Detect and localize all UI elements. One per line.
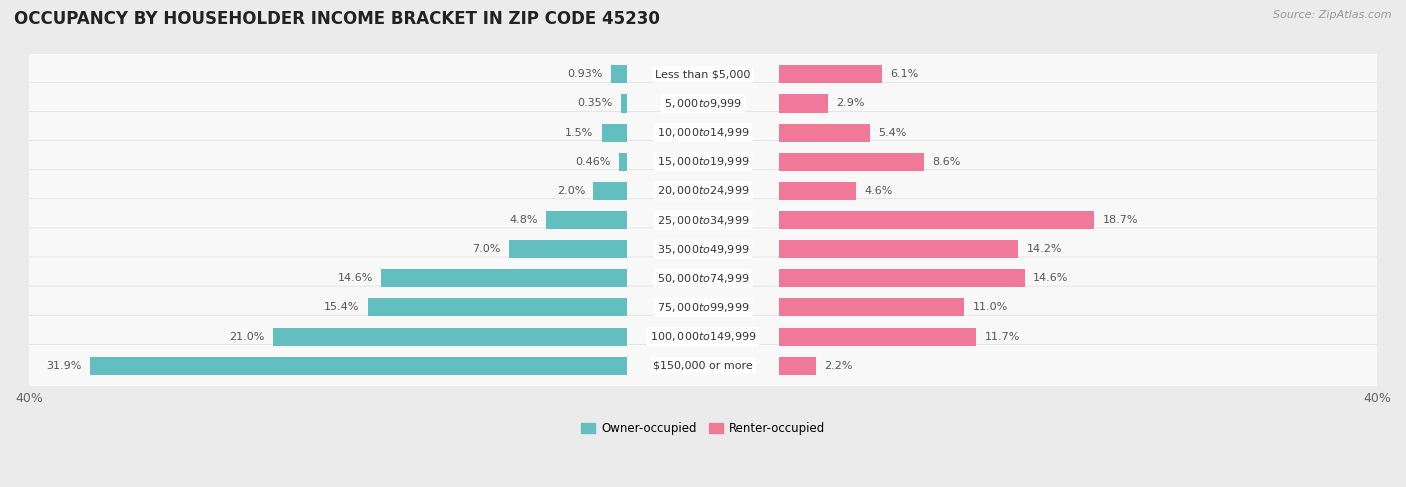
Text: $50,000 to $74,999: $50,000 to $74,999 [657, 272, 749, 285]
Text: 11.0%: 11.0% [973, 302, 1008, 312]
Bar [273, 327, 627, 346]
Bar [381, 269, 627, 287]
Text: $35,000 to $49,999: $35,000 to $49,999 [657, 243, 749, 256]
Bar [779, 65, 882, 83]
Bar [367, 299, 627, 317]
Bar [90, 356, 627, 375]
Text: $15,000 to $19,999: $15,000 to $19,999 [657, 155, 749, 168]
Text: 8.6%: 8.6% [932, 157, 960, 167]
Text: Source: ZipAtlas.com: Source: ZipAtlas.com [1274, 10, 1392, 20]
Text: 14.2%: 14.2% [1026, 244, 1062, 254]
Text: 2.2%: 2.2% [824, 361, 853, 371]
FancyBboxPatch shape [15, 199, 1391, 241]
Text: 14.6%: 14.6% [1033, 273, 1069, 283]
FancyBboxPatch shape [15, 53, 1391, 95]
Text: 15.4%: 15.4% [323, 302, 359, 312]
Text: $20,000 to $24,999: $20,000 to $24,999 [657, 185, 749, 197]
Bar [509, 240, 627, 258]
Bar [779, 153, 924, 171]
Text: 0.46%: 0.46% [575, 157, 612, 167]
Text: 2.9%: 2.9% [837, 98, 865, 109]
Text: 0.35%: 0.35% [578, 98, 613, 109]
FancyBboxPatch shape [15, 257, 1391, 300]
FancyBboxPatch shape [15, 112, 1391, 154]
FancyBboxPatch shape [15, 344, 1391, 387]
Text: $25,000 to $34,999: $25,000 to $34,999 [657, 213, 749, 226]
Text: Less than $5,000: Less than $5,000 [655, 69, 751, 79]
Bar [779, 211, 1094, 229]
Text: 0.93%: 0.93% [568, 69, 603, 79]
FancyBboxPatch shape [15, 315, 1391, 358]
Text: 11.7%: 11.7% [984, 332, 1019, 341]
Bar [547, 211, 627, 229]
Text: 21.0%: 21.0% [229, 332, 264, 341]
Bar [779, 269, 1025, 287]
Text: OCCUPANCY BY HOUSEHOLDER INCOME BRACKET IN ZIP CODE 45230: OCCUPANCY BY HOUSEHOLDER INCOME BRACKET … [14, 10, 659, 28]
Text: $75,000 to $99,999: $75,000 to $99,999 [657, 301, 749, 314]
Text: 6.1%: 6.1% [890, 69, 918, 79]
Bar [621, 94, 627, 112]
FancyBboxPatch shape [15, 140, 1391, 183]
Bar [620, 153, 627, 171]
Text: 7.0%: 7.0% [472, 244, 501, 254]
Bar [779, 124, 870, 142]
Bar [779, 356, 815, 375]
Bar [779, 182, 856, 200]
Bar [779, 327, 976, 346]
Text: 18.7%: 18.7% [1102, 215, 1137, 225]
FancyBboxPatch shape [15, 228, 1391, 270]
Bar [612, 65, 627, 83]
Text: $150,000 or more: $150,000 or more [654, 361, 752, 371]
Bar [593, 182, 627, 200]
FancyBboxPatch shape [15, 286, 1391, 329]
Legend: Owner-occupied, Renter-occupied: Owner-occupied, Renter-occupied [576, 417, 830, 440]
Bar [602, 124, 627, 142]
Text: 2.0%: 2.0% [557, 186, 585, 196]
Text: $5,000 to $9,999: $5,000 to $9,999 [664, 97, 742, 110]
Text: 1.5%: 1.5% [565, 128, 593, 138]
FancyBboxPatch shape [15, 82, 1391, 125]
Text: 5.4%: 5.4% [879, 128, 907, 138]
Text: 4.8%: 4.8% [509, 215, 538, 225]
Bar [779, 299, 965, 317]
Text: $10,000 to $14,999: $10,000 to $14,999 [657, 126, 749, 139]
Bar [779, 94, 828, 112]
Text: $100,000 to $149,999: $100,000 to $149,999 [650, 330, 756, 343]
Text: 14.6%: 14.6% [337, 273, 373, 283]
Bar [779, 240, 1018, 258]
FancyBboxPatch shape [15, 169, 1391, 212]
Text: 4.6%: 4.6% [865, 186, 893, 196]
Text: 31.9%: 31.9% [46, 361, 82, 371]
